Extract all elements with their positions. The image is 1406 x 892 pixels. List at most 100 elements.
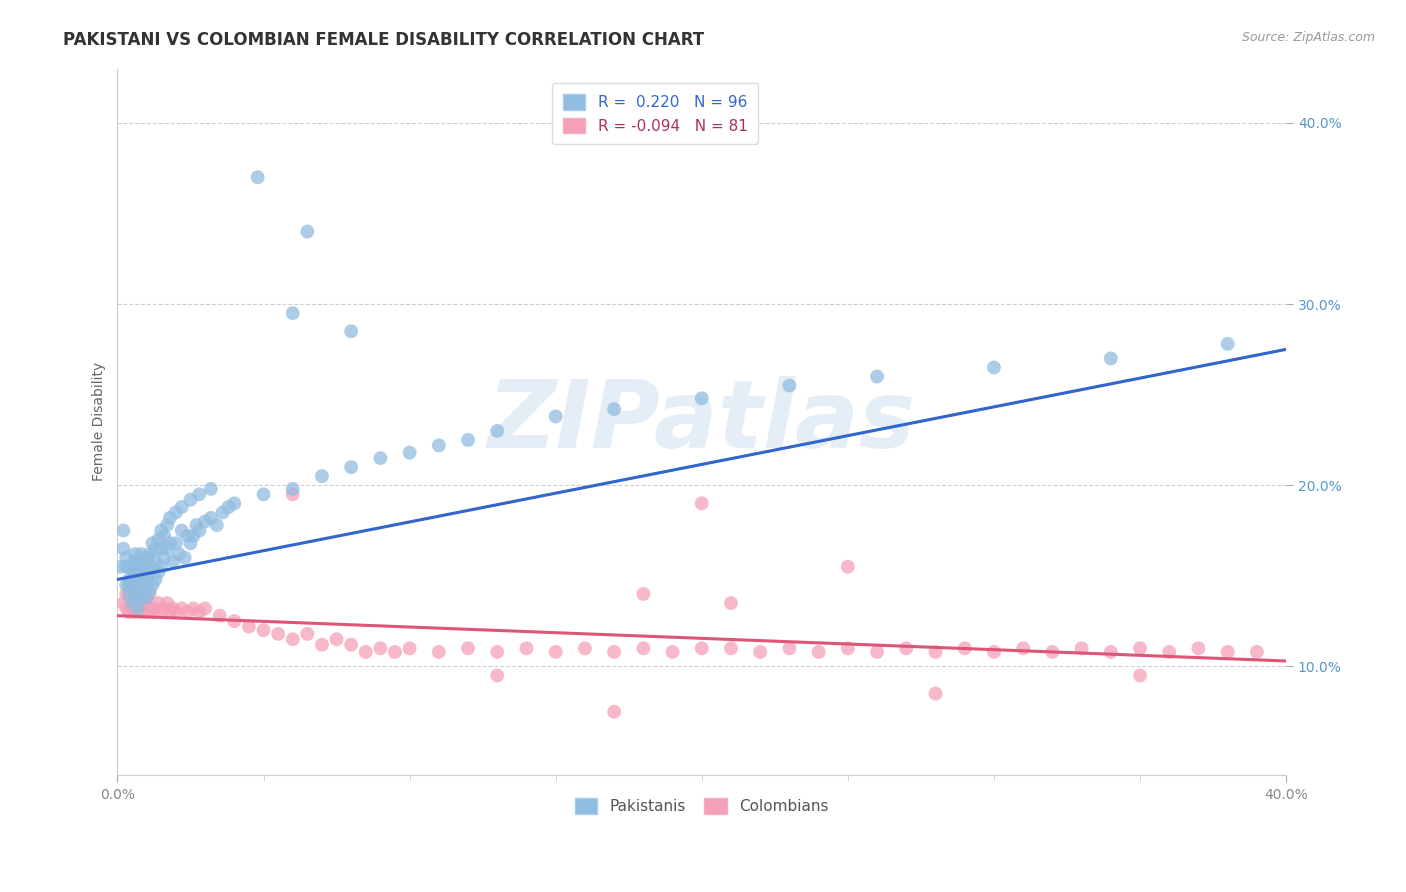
Point (224, 614, 246, 628)
Point (183, 529, 205, 543)
Point (217, 500, 239, 514)
Point (170, 601, 193, 615)
Point (1070, 641, 1092, 656)
Point (457, 641, 479, 656)
Point (311, 469, 333, 483)
Point (124, 591, 146, 605)
Point (1012, 641, 1035, 656)
Point (150, 559, 173, 574)
Text: Source: ZipAtlas.com: Source: ZipAtlas.com (1241, 31, 1375, 45)
Point (238, 619, 260, 633)
Point (127, 569, 149, 583)
Point (115, 587, 138, 601)
Point (129, 591, 152, 605)
Point (135, 554, 157, 568)
Point (354, 645, 377, 659)
Point (148, 596, 170, 610)
Point (124, 591, 146, 605)
Point (486, 645, 509, 659)
Point (1216, 645, 1239, 659)
Point (110, 559, 132, 574)
Point (200, 511, 222, 525)
Point (281, 306, 304, 320)
Point (837, 559, 859, 574)
Point (127, 583, 149, 598)
Point (690, 496, 713, 510)
Point (179, 536, 201, 550)
Point (115, 559, 138, 574)
Point (924, 687, 946, 701)
Point (603, 645, 626, 659)
Point (866, 369, 889, 384)
Point (211, 505, 233, 519)
Point (162, 601, 184, 615)
Point (205, 518, 228, 533)
Point (127, 601, 149, 615)
Point (1129, 668, 1152, 682)
Point (200, 482, 222, 496)
Point (145, 541, 167, 556)
Point (778, 641, 800, 656)
Point (544, 409, 567, 424)
Point (129, 547, 152, 561)
Point (340, 324, 363, 338)
Point (398, 445, 420, 459)
Point (127, 573, 149, 587)
Point (486, 424, 509, 438)
Point (165, 605, 187, 619)
Point (176, 605, 198, 619)
Point (127, 587, 149, 601)
Point (124, 583, 146, 598)
Point (603, 705, 626, 719)
Point (311, 638, 333, 652)
Point (159, 536, 181, 550)
Point (778, 378, 800, 392)
Point (165, 536, 187, 550)
Point (153, 529, 176, 543)
Point (183, 601, 205, 615)
Text: ZIPatlas: ZIPatlas (488, 376, 915, 467)
Point (121, 559, 143, 574)
Point (427, 438, 450, 452)
Point (165, 505, 187, 519)
Point (457, 433, 479, 447)
Point (297, 627, 319, 641)
Point (141, 559, 163, 574)
Point (720, 641, 742, 656)
Point (129, 605, 152, 619)
Point (121, 578, 143, 592)
Point (983, 360, 1005, 375)
Point (370, 451, 392, 466)
Point (1246, 645, 1268, 659)
Point (1216, 337, 1239, 351)
Point (132, 587, 155, 601)
Point (129, 573, 152, 587)
Point (124, 565, 146, 579)
Point (515, 641, 537, 656)
Y-axis label: Female Disability: Female Disability (93, 362, 107, 482)
Point (135, 550, 157, 565)
Point (138, 601, 160, 615)
Point (246, 170, 269, 185)
Point (145, 554, 167, 568)
Point (188, 605, 211, 619)
Point (112, 541, 135, 556)
Point (132, 601, 155, 615)
Point (159, 605, 181, 619)
Point (179, 492, 201, 507)
Point (1187, 641, 1209, 656)
Point (129, 565, 152, 579)
Point (135, 591, 157, 605)
Point (281, 482, 304, 496)
Point (1099, 351, 1122, 366)
Point (633, 641, 655, 656)
Point (132, 559, 155, 574)
Point (252, 487, 274, 501)
Point (124, 547, 146, 561)
Point (162, 554, 184, 568)
Point (112, 524, 135, 538)
Point (127, 554, 149, 568)
Point (1040, 645, 1063, 659)
Point (340, 638, 363, 652)
Point (176, 529, 198, 543)
